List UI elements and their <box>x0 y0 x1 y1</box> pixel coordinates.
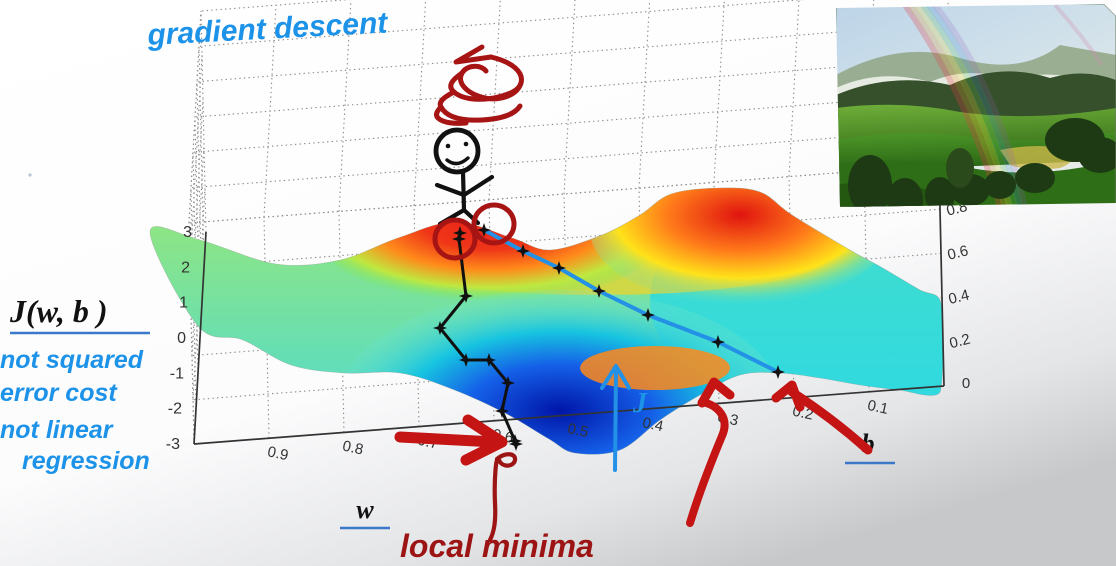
svg-text:w: w <box>356 495 374 524</box>
svg-text:2: 2 <box>181 259 190 276</box>
svg-text:3: 3 <box>183 224 192 241</box>
svg-text:J(w, b ): J(w, b ) <box>9 293 107 329</box>
svg-text:-1: -1 <box>170 365 184 382</box>
svg-text:0: 0 <box>962 375 970 392</box>
svg-text:1: 1 <box>179 295 188 312</box>
svg-text:0: 0 <box>177 330 186 347</box>
svg-text:J: J <box>632 388 648 419</box>
svg-text:local minima: local minima <box>400 528 594 564</box>
svg-text:-2: -2 <box>168 401 182 418</box>
svg-text:error cost: error cost <box>0 379 118 407</box>
svg-text:-3: -3 <box>166 436 180 453</box>
svg-text:regression: regression <box>22 447 150 475</box>
svg-text:not linear: not linear <box>0 416 114 444</box>
svg-text:not squared: not squared <box>0 346 144 374</box>
